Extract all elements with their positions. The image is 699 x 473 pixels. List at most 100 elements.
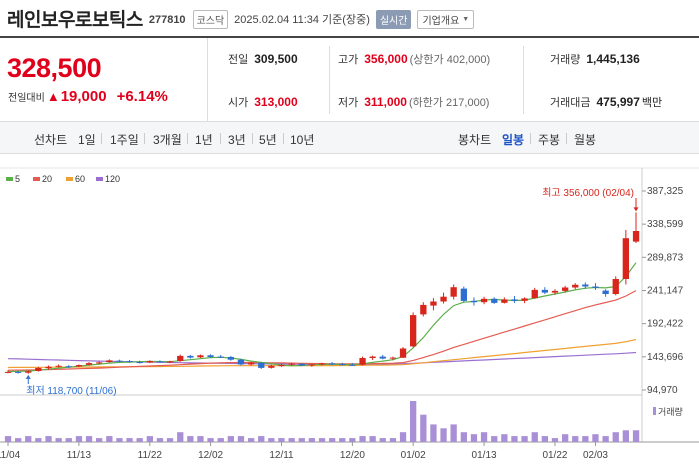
period-1d[interactable]: 1일 <box>78 133 96 147</box>
period-divider <box>220 133 221 144</box>
volume-bar <box>329 438 336 442</box>
candle-body <box>15 371 22 373</box>
candle-body <box>511 299 518 301</box>
volume-bar <box>177 432 184 442</box>
stat-label: 거래대금 <box>550 97 591 109</box>
candle-daily[interactable]: 일봉 <box>502 133 525 147</box>
volume-bar <box>278 438 285 442</box>
realtime-button[interactable]: 실시간 <box>375 9 412 29</box>
stat-volume: 거래량 1,445,136 <box>550 51 640 67</box>
company-info-dropdown[interactable]: 기업개요 ▼ <box>417 9 475 29</box>
volume-bar <box>632 430 640 442</box>
candle-body <box>136 362 143 364</box>
candle-body <box>541 289 548 293</box>
volume-bar <box>237 436 245 442</box>
candle-body <box>349 364 356 366</box>
volume-bar <box>308 438 315 442</box>
change-percent: +6.14% <box>116 88 168 105</box>
period-3m[interactable]: 3개월 <box>153 133 182 147</box>
period-3y[interactable]: 3년 <box>228 133 246 147</box>
volume-bar <box>592 434 599 442</box>
volume-bar <box>602 436 609 442</box>
volume-bar <box>369 436 376 442</box>
candle-body <box>116 360 123 362</box>
legend-label: 20 <box>42 174 52 184</box>
volume-bar <box>96 438 103 442</box>
volume-bar <box>136 438 143 442</box>
volume-bar <box>197 436 204 442</box>
min-annotation: 최저 118,700 (11/06) <box>26 385 116 397</box>
candle-body <box>410 315 417 347</box>
volume-bar <box>4 436 12 442</box>
volume-bar <box>450 424 457 442</box>
candle-body <box>248 362 255 365</box>
stat-prev-close: 전일 309,500 <box>228 51 298 67</box>
stat-label: 전일 <box>228 54 249 66</box>
volume-bar <box>85 436 93 442</box>
candle-body <box>45 366 52 369</box>
legend-label: 60 <box>75 174 85 184</box>
y-tick-label: 387,325 <box>647 186 684 197</box>
period-divider <box>566 133 567 144</box>
x-tick-label: 11/22 <box>138 450 163 461</box>
volume-bar <box>268 438 275 442</box>
volume-bar <box>572 436 579 442</box>
volume-bar <box>126 438 133 442</box>
volume-bar <box>440 428 447 442</box>
volume-bar <box>541 436 548 442</box>
volume-bar <box>65 438 72 442</box>
candle-body <box>399 348 407 358</box>
candle-body <box>440 296 447 302</box>
change-amount: 19,000 <box>60 88 107 105</box>
y-tick-label: 241,147 <box>647 286 684 297</box>
candle-body <box>85 363 93 365</box>
volume-bar <box>217 438 224 442</box>
stat-value: 356,000 <box>364 52 408 66</box>
candle-body <box>177 355 184 361</box>
candle-body <box>35 367 42 371</box>
volume-bar <box>318 438 326 442</box>
candle-body <box>612 279 619 294</box>
y-tick-label: 192,422 <box>647 319 684 330</box>
period-1y[interactable]: 1년 <box>195 133 213 147</box>
change-label: 전일대비 <box>8 93 45 104</box>
candle-body <box>288 363 295 365</box>
volume-bar <box>35 438 42 442</box>
volume-bar <box>379 438 386 442</box>
volume-bar <box>460 432 467 442</box>
volume-bar <box>511 436 518 442</box>
candle-body <box>207 355 214 357</box>
period-5y[interactable]: 5년 <box>259 133 277 147</box>
legend-swatch <box>96 177 103 181</box>
stat-divider <box>523 46 524 114</box>
ma5-line <box>7 262 637 373</box>
volume-bar <box>399 432 407 442</box>
stat-amount: 거래대금 475,997 백만 <box>550 94 662 110</box>
volume-bar <box>551 438 559 442</box>
candle-body <box>572 284 579 288</box>
stock-code: 277810 <box>148 14 186 26</box>
candlestick-chart[interactable]: 5 20 60 120 387,325 338,599 289,873 241,147 192,… <box>0 154 699 473</box>
candle-monthly[interactable]: 월봉 <box>574 133 597 147</box>
candle-body <box>632 231 640 242</box>
volume-bar <box>531 432 538 442</box>
candle-body <box>470 300 478 303</box>
stat-value: 475,997 <box>596 95 640 109</box>
candle-body <box>389 357 397 359</box>
candle-weekly[interactable]: 주봉 <box>538 133 561 147</box>
candle-body <box>4 371 12 373</box>
volume-bar <box>410 401 417 442</box>
candle-body <box>551 290 559 293</box>
volume-bar <box>521 436 528 442</box>
header-divider <box>0 36 699 38</box>
period-1w[interactable]: 1주일 <box>110 133 139 147</box>
volume-bar <box>470 434 478 442</box>
price-chart[interactable]: 5 20 60 120 387,325 338,599 289,873 241,147 192,… <box>0 154 699 473</box>
period-divider <box>530 133 531 144</box>
candle-body <box>460 288 467 301</box>
candle-body <box>430 301 437 306</box>
price-summary: 328,500 전일대비 ▲ 19,000 +6.14% 전일 309,500 … <box>0 38 699 122</box>
period-10y[interactable]: 10년 <box>290 133 315 147</box>
x-tick-label: 11/04 <box>0 450 21 461</box>
candle-body <box>531 289 538 299</box>
